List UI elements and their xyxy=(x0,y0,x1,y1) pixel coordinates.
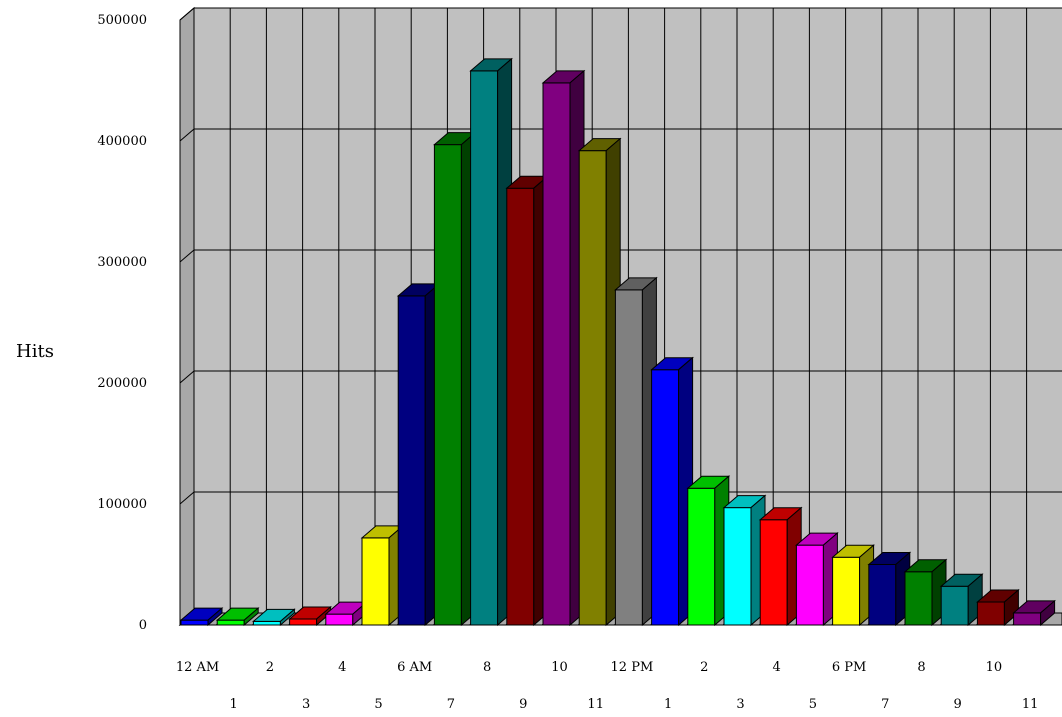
y-tick-label: 0 xyxy=(139,618,147,633)
bar xyxy=(252,608,296,627)
bar-side-face xyxy=(1040,599,1056,627)
x-tick-label: 3 xyxy=(736,697,744,712)
bar-front-face xyxy=(976,601,1005,626)
bar xyxy=(360,524,405,627)
x-tick-label: 9 xyxy=(519,697,527,712)
bar xyxy=(179,607,224,627)
y-tick-label: 200000 xyxy=(97,376,147,391)
bar xyxy=(939,573,984,627)
y-axis-label: Hits xyxy=(16,341,54,362)
x-tick-label: 2 xyxy=(700,660,708,675)
chart-side-wall xyxy=(179,6,195,627)
bar-front-face xyxy=(832,556,861,626)
x-tick-label: 3 xyxy=(302,697,310,712)
bar-front-face xyxy=(868,564,897,626)
bar-front-face xyxy=(904,571,933,626)
bar-front-face xyxy=(506,187,535,626)
bar xyxy=(288,605,332,627)
bar xyxy=(396,282,441,627)
x-tick-label: 1 xyxy=(230,697,238,712)
bar xyxy=(795,532,839,627)
x-tick-label: 9 xyxy=(954,697,962,712)
bar-front-face xyxy=(252,620,281,626)
bar xyxy=(976,588,1020,627)
grid-line-side xyxy=(179,7,195,21)
x-tick-label: 4 xyxy=(773,660,781,675)
bar xyxy=(215,607,260,627)
bar-front-face xyxy=(1013,612,1042,626)
bar-front-face xyxy=(470,70,499,626)
bar-front-face xyxy=(723,507,752,626)
bar-front-face xyxy=(651,369,680,626)
x-tick-label: 12 AM xyxy=(176,660,219,675)
bar-front-face xyxy=(542,82,571,626)
grid-line-side xyxy=(179,128,195,142)
bar xyxy=(614,276,658,627)
bar-front-face xyxy=(397,295,426,626)
bar-front-face xyxy=(614,289,643,626)
bar-front-face xyxy=(940,585,969,626)
bar-front-face xyxy=(578,150,607,626)
bar-front-face xyxy=(433,144,462,626)
chart-bars xyxy=(179,57,1056,627)
bar-front-face xyxy=(289,618,318,626)
x-tick-labels: 12 AM 1 2 3 4 5 6 AM 7 8 9 10 11 12 PM 1 2 3 4 5 6 PM 7 8 9 10… xyxy=(176,660,1039,712)
bar-front-face xyxy=(687,487,716,626)
x-tick-label: 8 xyxy=(483,660,491,675)
grid-line-side xyxy=(179,491,195,505)
x-tick-label: 7 xyxy=(881,697,889,712)
x-tick-label: 7 xyxy=(447,697,455,712)
x-tick-label: 5 xyxy=(809,697,817,712)
x-tick-label: 2 xyxy=(266,660,274,675)
x-tick-label: 11 xyxy=(587,697,604,712)
y-tick-label: 500000 xyxy=(97,13,147,28)
x-tick-label: 10 xyxy=(986,660,1003,675)
grid-line-side xyxy=(179,370,195,384)
bar xyxy=(577,137,622,627)
y-tick-labels: 0 100000 200000 300000 400000 500000 xyxy=(97,13,147,633)
bar-front-face xyxy=(216,619,245,626)
bar xyxy=(758,506,803,627)
bar xyxy=(650,356,694,627)
bar xyxy=(541,69,586,627)
bar-front-face xyxy=(180,619,209,626)
bar-front-face xyxy=(361,537,390,626)
bar xyxy=(722,494,767,627)
bar-front-face xyxy=(325,613,354,626)
bar xyxy=(1012,599,1056,627)
bar xyxy=(867,551,912,627)
x-tick-label: 10 xyxy=(551,660,568,675)
bar xyxy=(469,57,513,627)
bar-front-face xyxy=(759,519,788,626)
x-tick-label: 5 xyxy=(374,697,382,712)
bar xyxy=(903,558,948,627)
y-tick-label: 400000 xyxy=(97,134,147,149)
y-tick-label: 100000 xyxy=(97,497,147,512)
bar-side-face xyxy=(279,608,295,627)
bar xyxy=(831,544,875,627)
x-tick-label: 8 xyxy=(917,660,925,675)
x-tick-label: 1 xyxy=(664,697,672,712)
x-tick-label: 12 PM xyxy=(611,660,654,675)
x-tick-label: 4 xyxy=(338,660,346,675)
bar xyxy=(505,175,550,627)
bar-side-face xyxy=(243,607,259,627)
bar-side-face xyxy=(207,607,223,627)
x-tick-label: 6 AM xyxy=(397,660,432,675)
x-tick-label: 11 xyxy=(1022,697,1039,712)
bar xyxy=(433,131,477,627)
x-tick-label: 6 PM xyxy=(832,660,866,675)
bar-front-face xyxy=(795,544,824,626)
grid-line-side xyxy=(179,249,195,263)
y-tick-label: 300000 xyxy=(97,255,147,270)
bar xyxy=(686,475,731,627)
